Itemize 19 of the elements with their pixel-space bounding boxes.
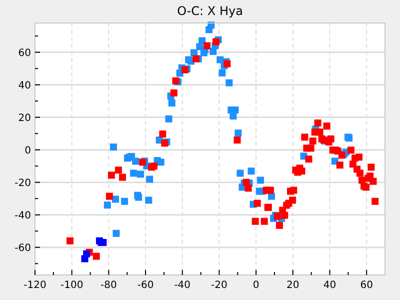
x-tick-label: 40 <box>323 280 336 291</box>
x-tick-label: -100 <box>60 280 84 291</box>
y-tick-label: 20 <box>18 112 31 124</box>
x-tick-label: -80 <box>100 280 117 291</box>
x-tick-label: -60 <box>137 280 154 291</box>
y-tick-label: 60 <box>18 48 31 59</box>
x-tick-label: -40 <box>174 280 191 291</box>
y-tick-label: 0 <box>24 145 31 156</box>
chart-title: O-C: X Hya <box>177 4 243 18</box>
x-tick-label: -20 <box>211 280 228 291</box>
y-tick-label: -20 <box>14 178 31 189</box>
point <box>83 250 90 258</box>
x-tick-label: 0 <box>252 280 260 291</box>
x-tick-label: -120 <box>24 280 46 291</box>
y-tick-label: -60 <box>14 242 31 254</box>
y-tick-label: -40 <box>14 210 31 222</box>
x-tick-label: 60 <box>360 280 373 291</box>
y-tick-label: 40 <box>18 80 31 92</box>
x-tick-label: 20 <box>286 280 300 291</box>
